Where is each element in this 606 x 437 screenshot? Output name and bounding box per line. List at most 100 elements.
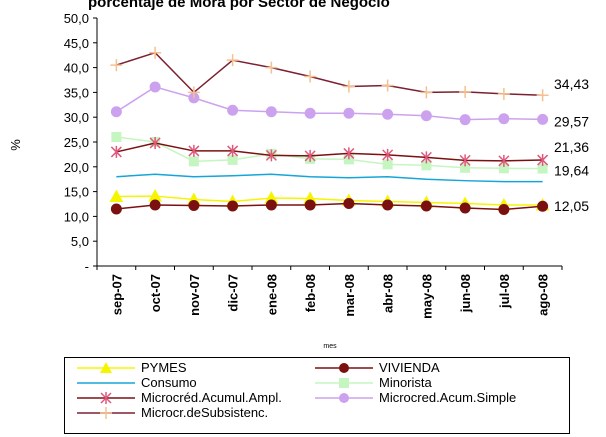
data-point [537,200,549,212]
data-point [110,106,122,118]
data-point [226,54,239,67]
series-line-2 [116,173,543,183]
series-line-4 [116,142,543,162]
x-tick-label: jul-08 [497,274,512,309]
y-axis-label: % [8,139,23,151]
data-point [381,79,394,92]
legend-item: Microcr.deSubsistenc. [75,405,268,420]
data-point [227,154,238,165]
data-point [188,156,199,167]
x-tick-label: jun-08 [458,274,473,313]
data-point [110,203,122,215]
legend-label: Microcréd.Acumul.Ampl. [141,390,282,405]
y-tick-label: 45,0 [64,36,89,51]
data-point [420,110,432,122]
data-point [109,189,124,203]
data-point [342,80,355,93]
data-point [459,85,472,98]
y-tick-label: 40,0 [64,61,89,76]
y-tick-label: 30,0 [64,110,89,125]
data-point [265,199,277,211]
data-point [498,203,510,215]
legend-swatch [315,378,373,388]
x-tick-label: feb-08 [303,274,318,312]
legend-swatch [77,407,135,419]
data-point [227,200,239,212]
legend-item: PYMES [75,360,187,375]
data-point [498,154,510,167]
chart-legend: PYMES VIVIENDA Consumo Minorista Microcréd.A… [64,357,570,434]
data-point [227,144,239,157]
data-point [382,148,394,161]
end-value-label: 21,36 [554,139,589,155]
legend-item: VIVIENDA [313,360,440,375]
data-point [343,198,355,210]
data-point [304,70,317,83]
legend-swatch [315,393,373,403]
data-point [110,145,122,158]
data-point [149,46,162,59]
y-tick-label: 15,0 [64,185,89,200]
data-point [227,104,239,116]
x-tick-label: mar-08 [342,274,357,317]
series-line-5 [115,86,543,121]
legend-label: Microcr.deSubsistenc. [141,405,269,420]
data-point [343,147,355,160]
data-point [304,149,316,162]
chart-title: porcentaje de Mora por Sector de Negocio [88,0,390,11]
data-point [343,107,355,119]
legend-swatch [77,392,135,404]
data-point [459,202,471,214]
end-value-label: 19,64 [554,163,589,179]
x-tick-label: sep-07 [109,274,124,315]
data-point [536,89,549,102]
y-tick-label: 20,0 [64,160,89,175]
x-tick-label: ago-08 [536,274,551,316]
legend-swatch [77,362,135,373]
legend-swatch [315,363,373,373]
data-point [188,144,200,157]
end-value-label: 29,57 [554,113,589,129]
series-line-1 [116,202,543,211]
data-point [304,107,316,119]
data-point [382,108,394,120]
legend-label: Consumo [141,375,197,390]
legend-label: Minorista [379,375,432,390]
data-point [265,149,277,162]
data-point [149,136,161,149]
x-axis-label: mes [323,343,337,350]
legend-label: PYMES [141,360,187,375]
x-tick-label: abr-08 [381,274,396,313]
data-point [304,199,316,211]
y-tick-label: 25,0 [64,135,89,150]
y-tick-label: - [85,259,89,274]
data-point [498,113,510,125]
legend-swatch [77,382,135,384]
data-point [537,154,549,167]
x-tick-label: may-08 [419,274,434,319]
end-value-label: 34,43 [554,76,589,92]
legend-item: Minorista [313,375,432,390]
x-tick-label: dic-07 [226,274,241,312]
y-tick-label: 35,0 [64,85,89,100]
legend-item: Microcred.Acum.Simple [313,390,516,405]
data-point [497,87,510,100]
data-point [111,132,122,143]
data-point [459,154,471,167]
data-point [459,114,471,126]
data-point [188,199,200,211]
data-point [110,59,123,72]
x-tick-label: ene-08 [264,274,279,315]
data-point [149,81,161,93]
x-tick-label: oct-07 [148,274,163,312]
legend-item: Microcréd.Acumul.Ampl. [75,390,282,405]
x-tick-label: nov-07 [187,274,202,316]
series-line-3 [116,136,543,170]
series-line-6 [116,51,543,96]
data-point [537,163,548,174]
data-point [421,160,432,171]
data-point [420,200,432,212]
data-point [187,86,200,99]
data-point [537,113,549,125]
